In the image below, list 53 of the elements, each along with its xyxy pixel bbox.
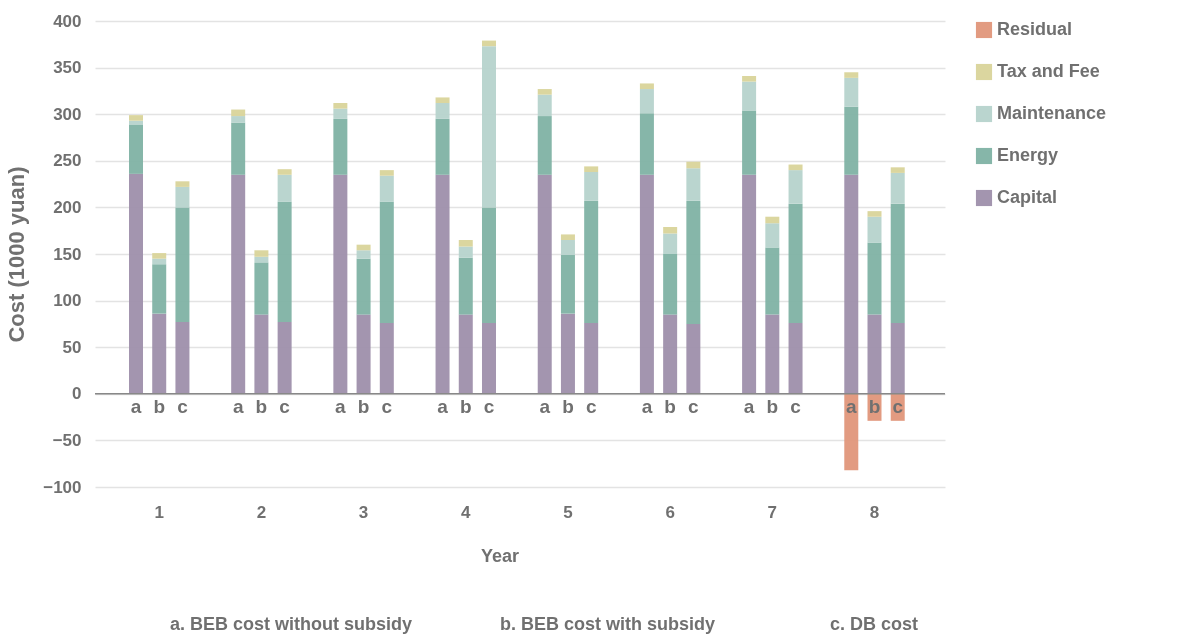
x-tick-label: a <box>437 395 449 417</box>
x-tick-label: b <box>459 395 472 417</box>
y-tick-label: 400 <box>53 11 82 31</box>
y-tick-label: 300 <box>53 104 82 124</box>
x-tick-label: a <box>232 395 244 417</box>
legend-label: Energy <box>997 145 1059 165</box>
x-tick-label: b <box>153 395 166 417</box>
x-tick-label: a <box>335 395 347 417</box>
x-tick-label: c <box>790 395 802 417</box>
x-tick-label: b <box>868 395 881 417</box>
x-tick-label: c <box>279 395 291 417</box>
x-tick-label: c <box>177 395 189 417</box>
y-tick-label: 150 <box>53 244 82 264</box>
x-tick-label: b <box>766 395 779 417</box>
y-tick-label: 250 <box>53 151 82 171</box>
x-tick-label: b <box>255 395 268 417</box>
text: 2 <box>256 503 267 522</box>
x-tick-label: c <box>483 395 495 417</box>
x-tick-label: b <box>562 395 574 417</box>
text: 3 <box>358 503 369 522</box>
x-tick-label: a <box>539 395 551 417</box>
legend-label: Tax and Fee <box>997 61 1100 81</box>
text: b. BEB cost with subsidy <box>500 614 716 634</box>
text: 4 <box>461 503 472 522</box>
x-tick-label: b <box>357 395 370 417</box>
legend-label: Residual <box>997 19 1073 39</box>
text: 6 <box>665 503 675 522</box>
y-tick-label: −100 <box>43 477 82 497</box>
y-tick-label: 200 <box>53 197 82 217</box>
x-tick-label: a <box>130 395 142 417</box>
x-tick-label: b <box>664 395 676 417</box>
x-tick-label: a <box>743 395 755 417</box>
x-tick-label: c <box>892 395 904 417</box>
text: 5 <box>563 503 573 522</box>
y-axis-title: Cost (1000 yuan) <box>4 166 30 343</box>
x-axis-title: Year <box>480 546 520 566</box>
x-tick-label: c <box>585 395 597 417</box>
x-tick-label: a <box>641 395 653 417</box>
x-tick-label: c <box>688 395 700 417</box>
y-tick-label: 0 <box>72 384 82 404</box>
text: 1 <box>154 503 164 522</box>
y-tick-label: 50 <box>62 337 82 357</box>
text: 7 <box>767 503 778 522</box>
text: 8 <box>869 503 880 522</box>
legend-label: Capital <box>997 187 1058 207</box>
legend-label: Maintenance <box>997 103 1107 123</box>
y-tick-label: −50 <box>52 430 82 450</box>
y-tick-label: 350 <box>53 58 82 78</box>
y-tick-label: 100 <box>53 291 82 311</box>
text: c. DB cost <box>830 614 919 634</box>
x-tick-label: c <box>381 395 393 417</box>
x-tick-label: a <box>845 395 857 417</box>
text: a. BEB cost without subsidy <box>170 614 413 634</box>
